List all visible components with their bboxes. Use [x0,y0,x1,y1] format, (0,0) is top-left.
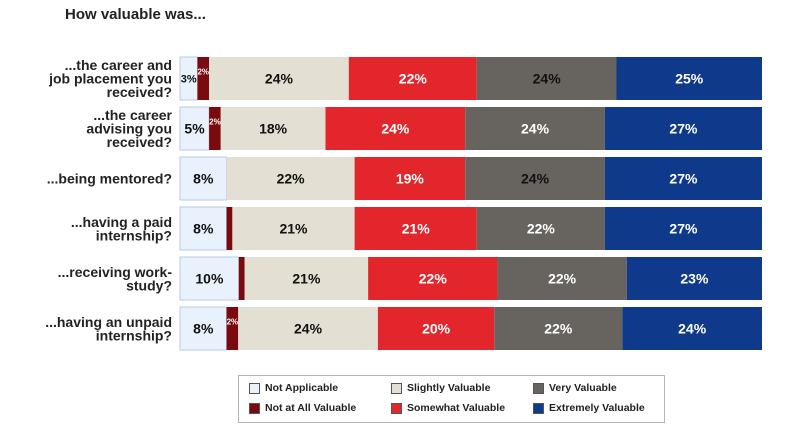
data-label: 22% [399,71,428,87]
legend-swatch [533,402,544,414]
bar-segment [497,257,627,300]
data-label: 5% [184,121,205,137]
legend-item: Not at All Valuable [249,402,356,414]
bar-segment [604,207,762,250]
legend: Not Applicable Not at All Valuable Slightl… [238,375,665,423]
data-label: 24% [678,321,707,337]
bar-segment [226,307,239,350]
bar-segment [238,307,378,350]
legend-label: Somewhat Valuable [407,402,506,414]
legend-swatch [391,382,402,394]
data-label: 10% [195,271,224,287]
legend-label: Not at All Valuable [265,402,357,414]
data-label: 2% [197,68,209,77]
bar-segment [179,256,240,301]
bar-segment [604,157,762,200]
chart-title: How valuable was... [65,6,206,23]
bar-segment [368,257,498,300]
bar-segment [244,257,369,300]
legend-label: Very Valuable [549,382,617,394]
data-label: 22% [527,221,556,237]
data-label: 19% [396,171,425,187]
data-label: 2% [227,318,239,327]
bar-segment [238,257,245,300]
bar-segment [325,107,466,150]
bar-segment [377,307,495,350]
bar-segment [348,57,477,100]
bar-segment [226,157,355,200]
bar-segment [616,57,762,100]
data-label: 22% [277,171,306,187]
legend-swatch [391,402,402,414]
bar-segment [494,307,623,350]
bar-segment [179,306,228,351]
category-label: ...having an unpaid internship? [45,314,172,344]
bar-segment [354,157,466,200]
bar-segment [622,307,762,350]
data-label: 20% [422,321,451,337]
bar-segment [476,57,617,100]
bar-segment [226,207,233,250]
data-label: 8% [193,321,214,337]
legend-item: Slightly Valuable [391,382,490,394]
data-label: 21% [292,271,321,287]
bar-segment [179,56,198,101]
legend-item: Somewhat Valuable [391,402,505,414]
category-label: ...receiving work-study? [58,264,173,294]
data-label: 2% [209,118,221,127]
data-label: 24% [521,171,550,187]
data-label: 24% [381,121,410,137]
legend-item: Very Valuable [533,382,617,394]
legend-label: Slightly Valuable [407,382,491,394]
data-label: 24% [521,121,550,137]
data-label: 27% [669,221,698,237]
bar-segment [197,57,210,100]
data-label: 22% [548,271,577,287]
data-label: 8% [193,221,214,237]
data-label: 24% [265,71,294,87]
data-label: 23% [680,271,709,287]
data-label: 18% [259,121,288,137]
data-label: 27% [669,171,698,187]
category-label: ...the career advising you received? [86,107,172,150]
data-label: 24% [533,71,562,87]
bar-segment [220,107,326,150]
data-label: 8% [193,171,214,187]
category-label: ...the career and job placement you receiv… [48,57,172,100]
legend-swatch [249,382,260,394]
category-label: ...having a paid internship? [71,214,172,244]
bar-segment [465,157,605,200]
bar-segment [179,206,228,251]
bar-segment [354,207,477,250]
data-label: 21% [279,221,308,237]
legend-label: Extremely Valuable [549,402,645,414]
data-label: 3% [181,74,197,86]
data-label: 24% [294,321,323,337]
bar-segment [604,107,762,150]
data-label: 25% [675,71,704,87]
legend-item: Extremely Valuable [533,402,645,414]
bar-segment [465,107,605,150]
bar-segment [232,207,355,250]
data-label: 27% [669,121,698,137]
category-label: ...being mentored? [47,171,172,187]
data-label: 22% [419,271,448,287]
data-label: 21% [402,221,431,237]
legend-label: Not Applicable [265,382,339,394]
legend-swatch [533,382,544,394]
bar-segment [209,107,221,150]
bar-segment [476,207,605,250]
bar-segment [626,257,762,300]
data-label: 22% [544,321,573,337]
legend-item: Not Applicable [249,382,338,394]
bar-segment [209,57,349,100]
legend-swatch [249,402,260,414]
